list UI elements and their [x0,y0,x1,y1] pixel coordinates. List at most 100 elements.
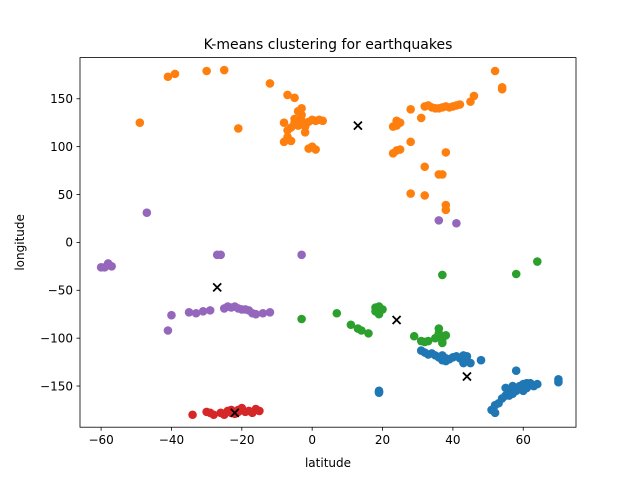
cluster-0-point [504,391,514,400]
centroid-stroke [230,408,240,418]
cluster-2-point [441,330,451,340]
cluster-0-point [490,408,500,418]
cluster-4-point [142,208,152,218]
cluster-3-point [255,406,264,416]
cluster-1-point [318,116,328,126]
cluster-2-point [434,324,444,333]
centroid-stroke [391,315,402,325]
cluster-1-point [420,162,430,172]
cluster-1-point [170,69,180,79]
cluster-4-point [167,310,176,320]
cluster-3-point [209,410,218,420]
cluster-2-point [374,305,384,314]
cluster-4-point [434,216,444,225]
cluster-4-point [452,218,461,228]
cluster-2-point [297,314,306,324]
cluster-0-point [533,379,542,389]
cluster-0-point [497,394,507,403]
cluster-0-point [511,366,521,376]
cluster-0-point [466,358,475,368]
x-tick-label: 0 [308,433,316,447]
x-tick-label: −60 [88,433,113,447]
x-axis-label: latitude [305,456,351,470]
cluster-4-point [258,308,268,318]
cluster-1-point [416,113,426,123]
cluster-2-point [409,331,419,341]
cluster-4-point [265,307,275,317]
cluster-1-point [163,72,173,82]
y-tick-label: −150 [40,379,73,393]
centroid-marker [212,282,222,293]
cluster-1-point [283,90,292,100]
cluster-1-point [300,127,310,137]
cluster-1-point [406,189,415,198]
y-tick-label: 0 [65,236,73,250]
cluster-0-point [525,378,535,388]
cluster-4-point [163,326,173,335]
cluster-1-point [497,82,507,92]
cluster-2-point [438,338,447,348]
y-tick-label: 50 [58,188,73,202]
cluster-1-point [290,118,299,128]
cluster-4-point [103,259,113,268]
cluster-2-point [364,329,373,338]
cluster-1-point [395,118,405,128]
chart-title: K-means clustering for earthquakes [204,37,453,53]
cluster-0-point [554,377,563,387]
x-tick-label: 40 [445,433,460,447]
cluster-1-point [406,105,415,114]
y-axis-label: longitude [13,214,27,271]
cluster-0-point [462,352,472,361]
cluster-0-point [441,356,451,366]
centroid-marker [353,120,363,131]
cluster-4-point [205,306,215,315]
x-tick-label: −20 [229,433,254,447]
cluster-1-point [233,124,243,133]
cluster-1-point [469,91,479,101]
cluster-1-point [441,148,451,157]
centroid-marker [462,371,472,382]
cluster-1-point [279,137,289,147]
y-tick-label: 150 [50,92,73,106]
cluster-2-point [332,308,342,318]
centroid-marker [391,315,402,325]
cluster-1-point [406,137,415,147]
cluster-4-point [251,309,261,319]
cluster-1-point [455,100,465,109]
centroid-marker [230,408,240,418]
cluster-4-point [216,250,226,260]
cluster-2-point [511,269,521,279]
cluster-1-point [279,118,289,128]
centroid-stroke [212,282,222,293]
cluster-1-point [395,145,405,154]
y-tick-label: −100 [40,331,73,345]
cluster-4-point [191,308,201,318]
cluster-1-point [290,93,299,103]
x-tick-label: 60 [516,433,531,447]
cluster-0-point [518,381,528,391]
cluster-2-point [533,257,542,266]
cluster-2-point [357,326,366,335]
cluster-2-point [438,270,447,280]
y-tick-label: 100 [50,140,73,154]
cluster-2-point [423,336,433,346]
cluster-1-point [297,110,306,120]
cluster-4-point [184,307,194,317]
cluster-4-point [297,250,306,260]
cluster-1-point [202,66,211,76]
cluster-0-point [459,358,468,368]
cluster-0-point [374,388,384,398]
x-tick-label: 20 [375,433,390,447]
cluster-1-point [490,66,500,76]
cluster-1-point [420,191,430,200]
cluster-1-point [311,145,320,154]
cluster-3-point [188,410,197,420]
cluster-1-point [304,144,313,153]
x-tick-label: −40 [159,433,184,447]
cluster-0-point [501,383,510,393]
cluster-1-point [265,79,275,88]
centroid-stroke [462,371,472,382]
